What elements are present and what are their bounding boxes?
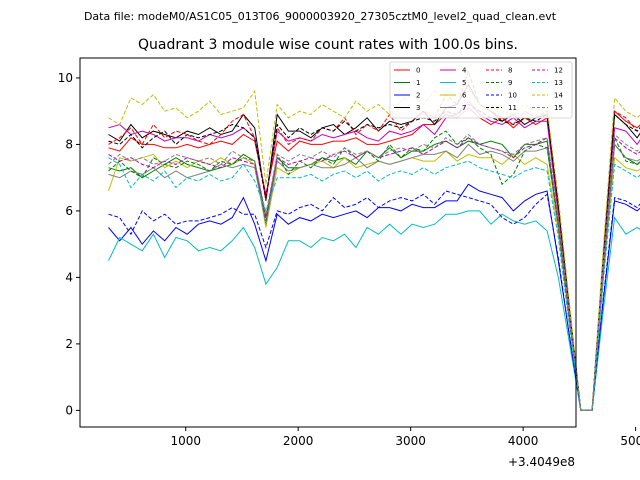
legend-label-11: 11: [508, 104, 517, 112]
series-line-7: [108, 143, 640, 411]
legend-label-15: 15: [554, 104, 563, 112]
legend-label-8: 8: [508, 67, 512, 75]
plot-area: [108, 69, 640, 411]
x-tick-label: 1000: [170, 434, 201, 448]
legend-label-1: 1: [416, 79, 420, 87]
legend-label-2: 2: [416, 92, 420, 100]
x-tick-label: 2000: [283, 434, 314, 448]
x-tick-label: 3000: [395, 434, 426, 448]
series-line-0: [108, 107, 640, 411]
series-line-9: [108, 130, 640, 411]
legend-label-6: 6: [462, 92, 467, 100]
legend-label-10: 10: [508, 92, 517, 100]
series-line-5: [108, 210, 640, 411]
y-tick-label: 4: [65, 270, 73, 284]
series-line-6: [108, 150, 640, 411]
legend-label-14: 14: [554, 92, 563, 100]
series-line-13: [108, 157, 640, 411]
chart-title: Quadrant 3 module wise count rates with …: [138, 37, 518, 53]
legend-frame: [389, 61, 573, 119]
x-axis-offset-label: +3.4049e8: [508, 455, 575, 469]
series-line-2: [108, 183, 640, 411]
axes-frame: [79, 57, 577, 428]
legend-label-4: 4: [462, 67, 467, 75]
series-line-10: [108, 190, 640, 411]
legend-label-12: 12: [554, 67, 563, 75]
y-tick-label: 2: [65, 337, 73, 351]
legend-label-13: 13: [554, 79, 563, 87]
y-tick-label: 6: [65, 204, 73, 218]
series-line-15: [108, 133, 640, 411]
chart-suptitle: Data file: modeM0/AS1C05_013T06_90000039…: [84, 10, 557, 23]
legend-label-3: 3: [416, 104, 420, 112]
y-tick-label: 8: [65, 137, 73, 151]
series-line-11: [108, 103, 640, 411]
y-tick-label: 10: [58, 71, 73, 85]
legend-label-0: 0: [416, 67, 420, 75]
legend-label-7: 7: [462, 104, 466, 112]
series-line-1: [108, 140, 640, 411]
legend-label-5: 5: [462, 79, 466, 87]
legend-label-9: 9: [508, 79, 512, 87]
y-tick-label: 0: [65, 403, 73, 417]
x-tick-label: 4000: [508, 434, 539, 448]
series-line-4: [108, 100, 640, 411]
axes: 1000200030004000500060000246810: [58, 57, 640, 448]
